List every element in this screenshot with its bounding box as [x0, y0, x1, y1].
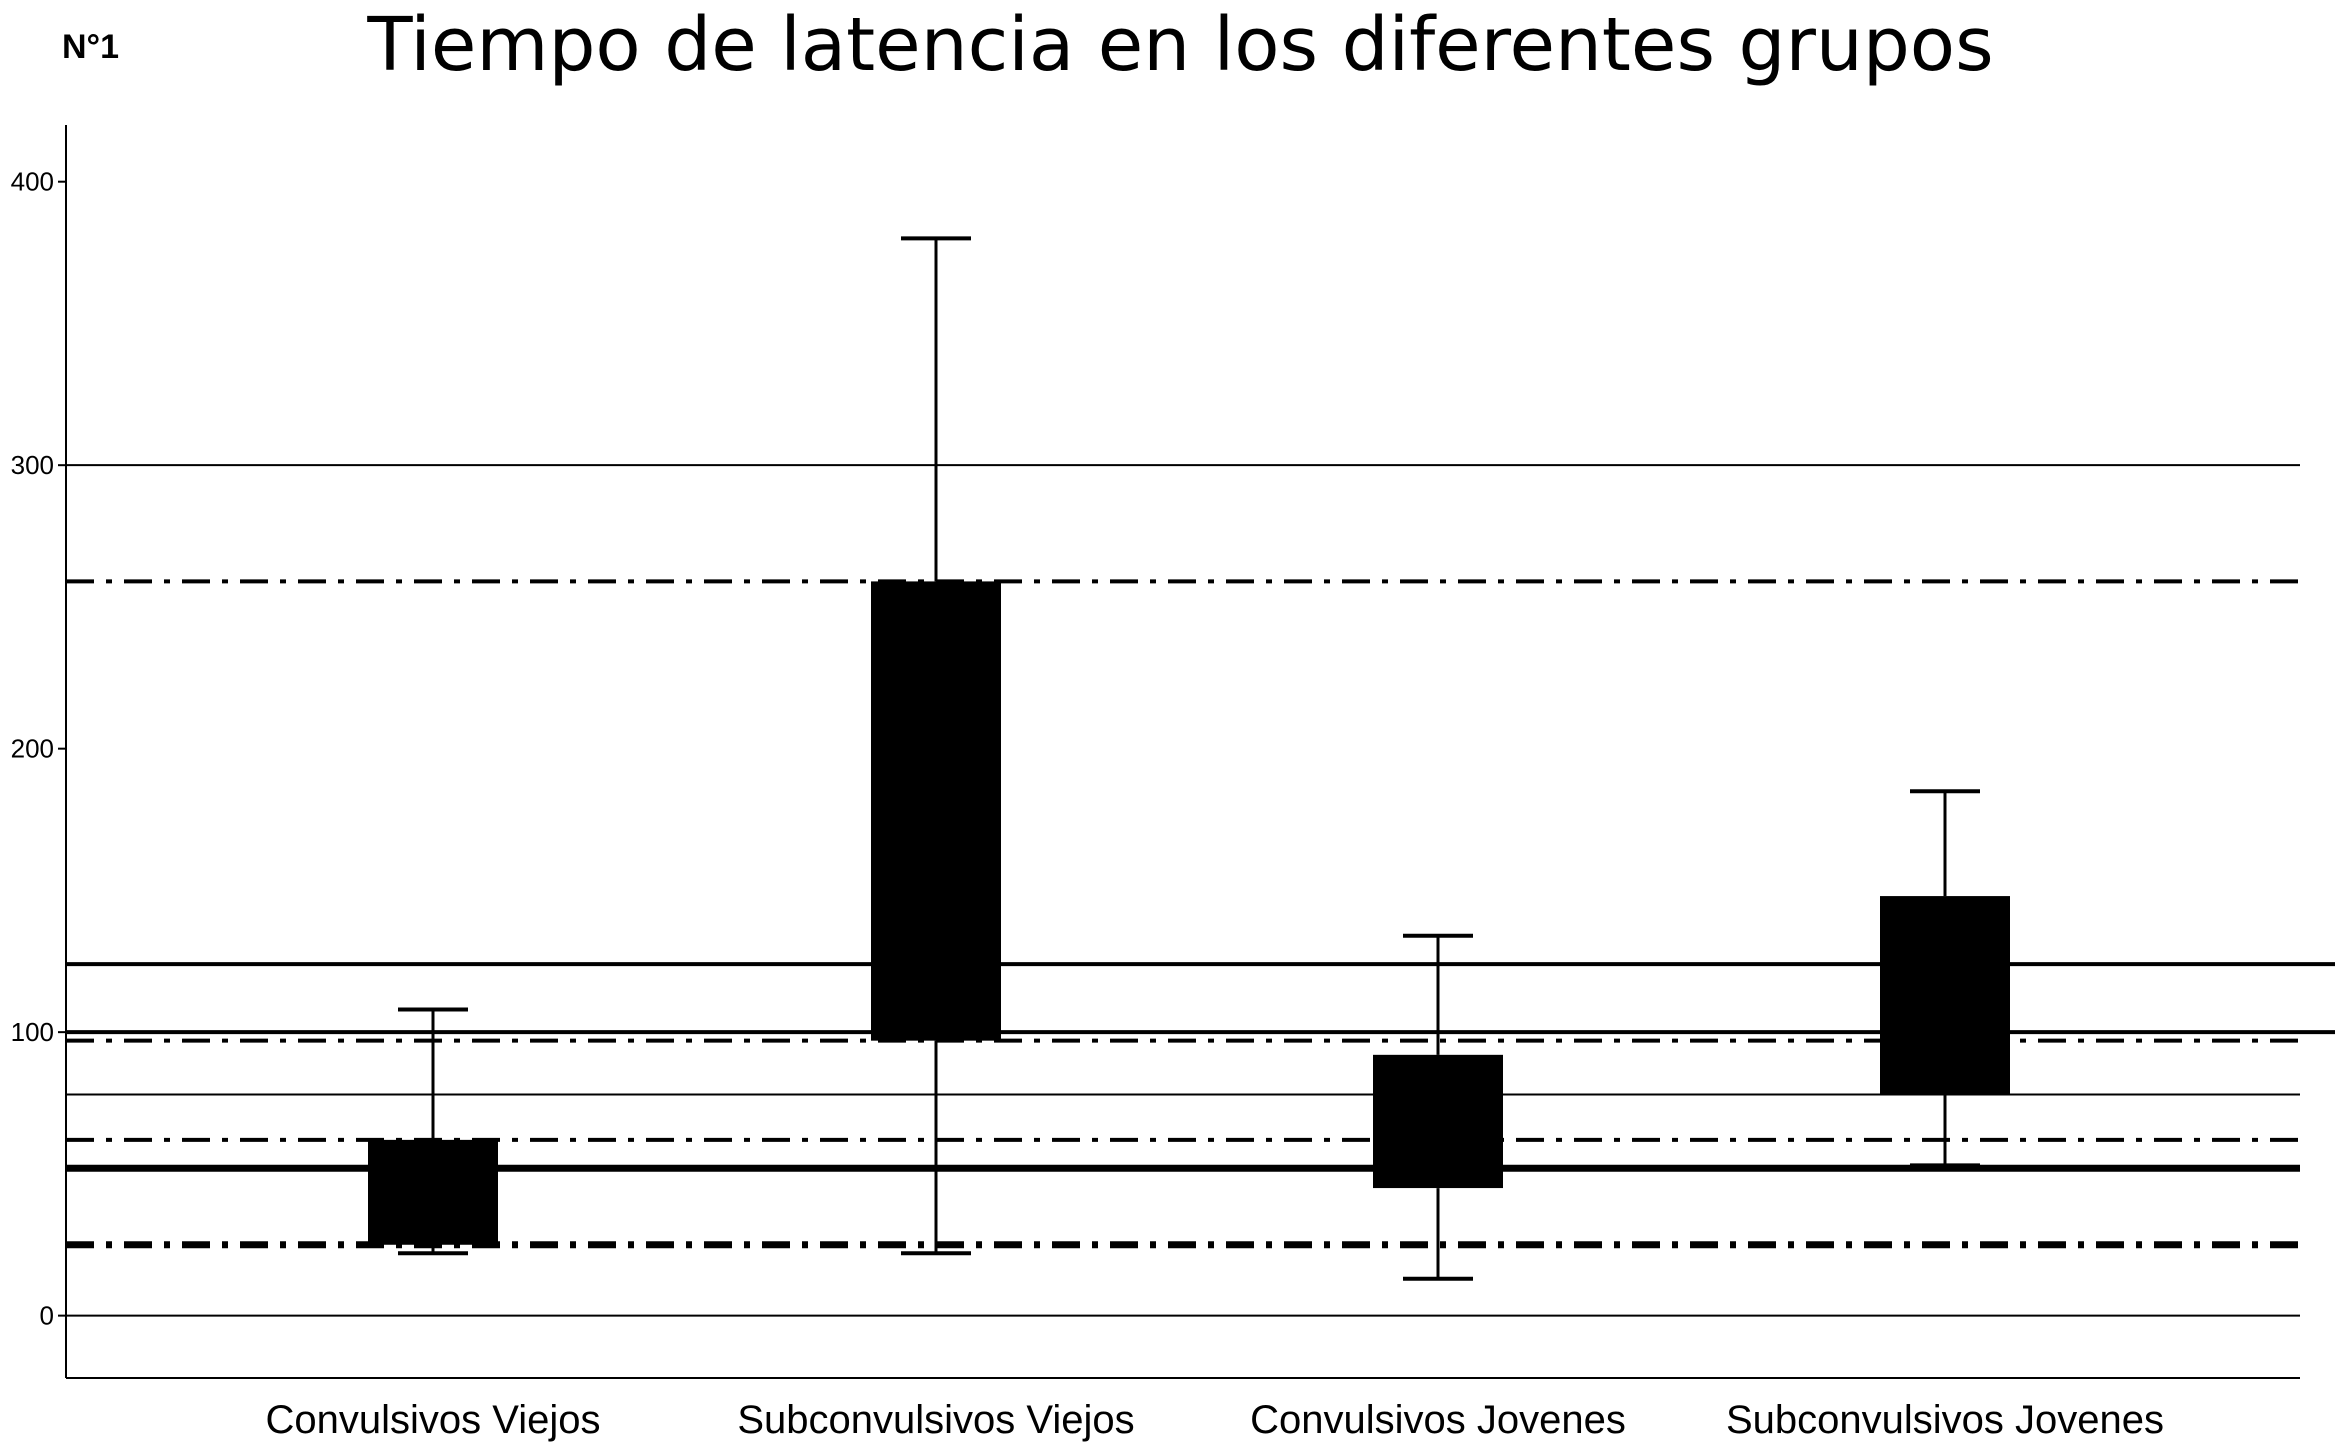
y-tick-label-100: 100 — [11, 1017, 54, 1047]
box-body — [1880, 896, 2010, 1095]
category-label-3: Convulsivos Jovenes — [1250, 1398, 1626, 1442]
box-1 — [368, 1007, 498, 1256]
box-2 — [871, 236, 1001, 1256]
box-plot-series — [368, 236, 2010, 1281]
category-label-2: Subconvulsivos Viejos — [737, 1398, 1134, 1442]
chart-title: Tiempo de latencia en los diferentes gru… — [367, 2, 1994, 88]
y-tick-label-300: 300 — [11, 450, 54, 480]
box-body — [871, 581, 1001, 1041]
y-tick-label-200: 200 — [11, 734, 54, 764]
y-tick-label-0: 0 — [40, 1301, 54, 1331]
y-tick-label-400: 400 — [11, 167, 54, 197]
box-body — [368, 1139, 498, 1245]
axes — [58, 125, 2300, 1379]
axis-labels: 0 100 200 300 400 Convulsivos Viejos Subconvul… — [11, 167, 2164, 1442]
box-4 — [1880, 789, 2010, 1168]
category-label-4: Subconvulsivos Jovenes — [1726, 1398, 2164, 1442]
box-3 — [1373, 933, 1503, 1281]
box-body — [1373, 1054, 1503, 1189]
category-label-1: Convulsivos Viejos — [266, 1398, 601, 1442]
figure-label: N°1 — [62, 28, 120, 66]
